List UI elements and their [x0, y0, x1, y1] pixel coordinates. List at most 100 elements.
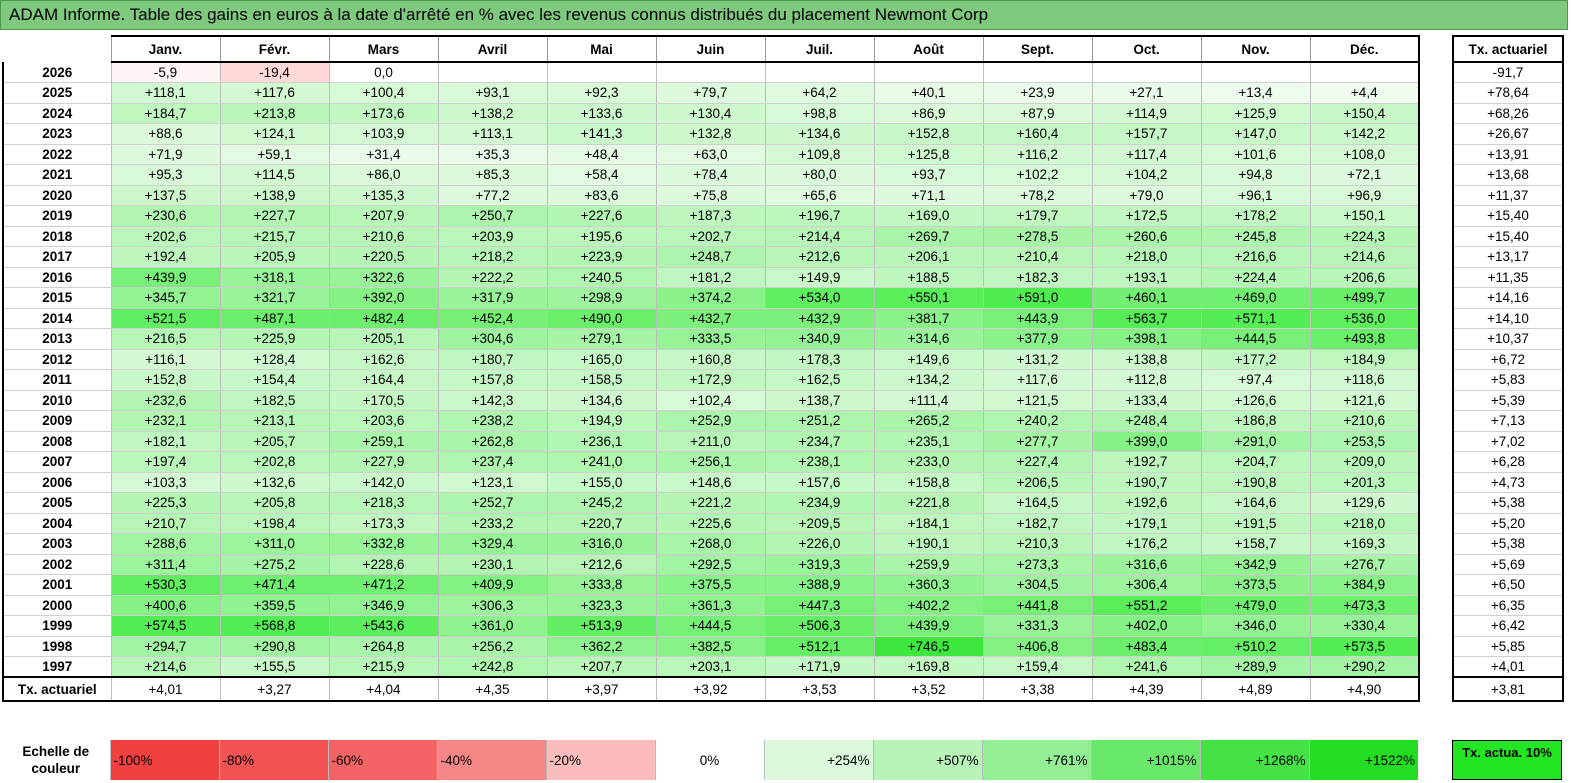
gain-cell: +71,1: [873, 185, 983, 206]
gain-cell: +23,9: [982, 82, 1092, 104]
gain-cell: +63,0: [655, 144, 765, 165]
table-row: 2018 +202,6 +215,7 +210,6 +203,9 +195,6 +202,7…: [2, 226, 1420, 247]
gain-cell: +321,7: [219, 287, 329, 309]
gain-cell: +202,6: [110, 226, 220, 247]
gain-cell: +201,3: [1309, 472, 1420, 493]
gain-cell: +323,3: [546, 595, 656, 616]
gain-cell: +203,6: [328, 410, 438, 432]
gain-cell: +340,9: [764, 328, 874, 350]
rate-row: +4,73: [1452, 472, 1564, 493]
rate-row: +13,17: [1452, 246, 1564, 268]
gain-cell: +133,4: [1091, 390, 1201, 411]
gain-cell: +191,5: [1200, 513, 1310, 534]
rate-row: +15,40: [1452, 226, 1564, 247]
rate-cell: +78,64: [1452, 82, 1564, 104]
year-cell: 2017: [2, 246, 111, 268]
gain-cell: +196,7: [764, 205, 874, 227]
rate-cell: +4,73: [1452, 472, 1564, 493]
month-header: Oct.: [1091, 35, 1201, 63]
gain-cell: +75,8: [655, 185, 765, 206]
gain-cell: +432,7: [655, 308, 765, 329]
gain-cell: +314,6: [873, 328, 983, 350]
gain-cell: +534,0: [764, 287, 874, 309]
gain-cell: +132,6: [219, 472, 329, 493]
gain-cell: +318,1: [219, 267, 329, 288]
year-cell: 2026: [2, 62, 111, 83]
gain-cell: +291,0: [1200, 431, 1310, 452]
gain-cell: +103,3: [110, 472, 220, 493]
gain-cell: +384,9: [1309, 574, 1420, 596]
year-cell: 2009: [2, 410, 111, 432]
gain-cell: +311,4: [110, 554, 220, 575]
gain-cell: [1309, 62, 1420, 83]
rate-cell: +7,13: [1452, 410, 1564, 432]
gain-cell: +173,3: [328, 513, 438, 534]
gain-cell: +342,9: [1200, 554, 1310, 575]
gain-cell: +118,6: [1309, 369, 1420, 391]
legend-swatch: +761%: [981, 740, 1091, 780]
table-row: 2013 +216,5 +225,9 +205,1 +304,6 +279,1 +333,5…: [2, 328, 1420, 350]
gain-cell: +210,6: [328, 226, 438, 247]
rate-cell: +13,91: [1452, 144, 1564, 165]
totals-label: Tx. actuariel: [2, 676, 111, 702]
table-row: 2008 +182,1 +205,7 +259,1 +262,8 +236,1 +211,0…: [2, 431, 1420, 452]
legend-swatch: +507%: [872, 740, 982, 780]
gain-cell: +290,8: [219, 636, 329, 657]
gain-cell: +182,5: [219, 390, 329, 411]
gain-cell: +444,5: [655, 615, 765, 637]
gain-cell: +227,6: [546, 205, 656, 227]
gain-cell: +306,4: [1091, 574, 1201, 596]
table-row: 2012 +116,1 +128,4 +162,6 +180,7 +165,0 +160,8…: [2, 349, 1420, 370]
gain-cell: +233,0: [873, 451, 983, 473]
gain-cell: +439,9: [110, 267, 220, 288]
gain-cell: +86,0: [328, 164, 438, 186]
gain-cell: +207,7: [546, 656, 656, 678]
gain-cell: +184,7: [110, 103, 220, 124]
gain-cell: +184,1: [873, 513, 983, 534]
totals-cell: +4,04: [328, 676, 438, 702]
rate-cell: +26,67: [1452, 123, 1564, 145]
gain-cell: +164,5: [982, 492, 1092, 514]
gain-cell: +568,8: [219, 615, 329, 637]
gain-cell: +164,6: [1200, 492, 1310, 514]
gain-cell: +171,9: [764, 656, 874, 678]
month-header: Mars: [328, 35, 438, 63]
year-cell: 2024: [2, 103, 111, 124]
gain-cell: +138,9: [219, 185, 329, 206]
gain-cell: +138,8: [1091, 349, 1201, 370]
gain-cell: +530,3: [110, 574, 220, 596]
gain-cell: +193,1: [1091, 267, 1201, 288]
gain-cell: +72,1: [1309, 164, 1420, 186]
gain-cell: +121,6: [1309, 390, 1420, 411]
gain-cell: +160,4: [982, 123, 1092, 145]
gain-cell: +248,4: [1091, 410, 1201, 432]
gain-cell: +512,1: [764, 636, 874, 657]
gain-cell: +93,1: [437, 82, 547, 104]
report-title: ADAM Informe. Table des gains en euros à…: [0, 0, 1568, 30]
gain-cell: +135,3: [328, 185, 438, 206]
gain-cell: +194,9: [546, 410, 656, 432]
month-header: Juin: [655, 35, 765, 63]
gain-cell: +197,4: [110, 451, 220, 473]
gain-cell: +172,9: [655, 369, 765, 391]
gain-cell: +228,6: [328, 554, 438, 575]
gain-cell: +158,8: [873, 472, 983, 493]
month-header: Mai: [546, 35, 656, 63]
year-cell: 2015: [2, 287, 111, 309]
gain-cell: +392,0: [328, 287, 438, 309]
rate-row: +5,69: [1452, 554, 1564, 575]
gain-cell: +202,8: [219, 451, 329, 473]
gain-cell: +240,5: [546, 267, 656, 288]
totals-cell: +4,35: [437, 676, 547, 702]
year-cell: 1998: [2, 636, 111, 657]
gain-cell: +265,2: [873, 410, 983, 432]
gain-cell: +202,7: [655, 226, 765, 247]
gain-cell: +277,7: [982, 431, 1092, 452]
year-cell: 2001: [2, 574, 111, 596]
rate-row: +11,37: [1452, 185, 1564, 206]
legend-swatch: 0%: [654, 740, 764, 780]
gain-cell: +238,2: [437, 410, 547, 432]
gain-cell: +157,6: [764, 472, 874, 493]
gain-cell: +138,7: [764, 390, 874, 411]
gain-cell: +150,4: [1309, 103, 1420, 124]
